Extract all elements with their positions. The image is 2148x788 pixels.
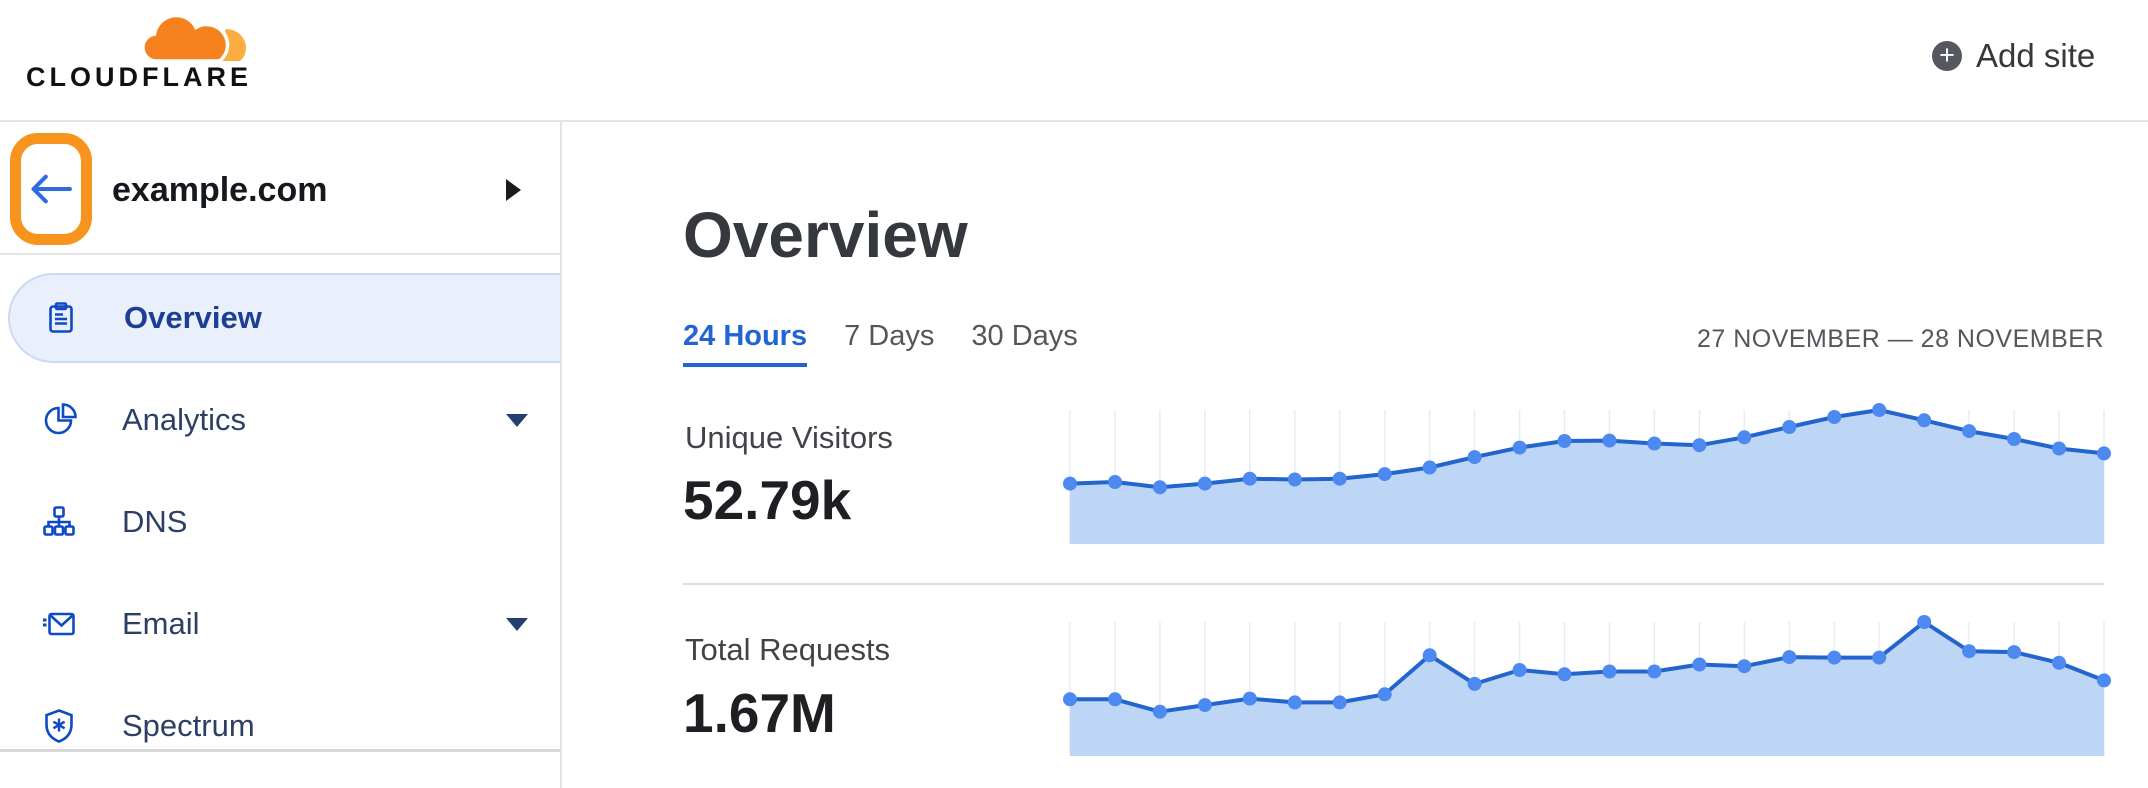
add-site-label: Add site xyxy=(1976,37,2096,74)
total-requests-chart xyxy=(1063,615,2111,756)
tab-30-days[interactable]: 30 Days xyxy=(971,320,1077,363)
unique-visitors-chart xyxy=(1063,403,2111,544)
cloudflare-logo: CLOUDFLARE xyxy=(26,8,260,94)
time-range-tabs: 24 Hours 7 Days 30 Days xyxy=(683,320,1078,367)
cloudflare-wordmark: CLOUDFLARE xyxy=(26,62,252,92)
sidebar-item-overview[interactable]: Overview xyxy=(8,273,560,363)
sidebar-item-email[interactable]: Email xyxy=(0,579,560,669)
top-bar: CLOUDFLARE + Add site xyxy=(0,0,2148,122)
site-header: example.com xyxy=(0,122,560,255)
sidebar-item-label: DNS xyxy=(122,504,188,539)
page-title: Overview xyxy=(683,199,968,271)
main-content: Overview 24 Hours 7 Days 30 Days 27 NOVE… xyxy=(562,122,2148,788)
date-range-label: 27 NOVEMBER — 28 NOVEMBER xyxy=(1696,325,2104,353)
shield-spectrum-icon xyxy=(45,709,73,743)
sidebar-item-spectrum[interactable]: Spectrum xyxy=(0,681,560,771)
dns-tree-icon xyxy=(43,506,75,536)
sidebar-item-label: Spectrum xyxy=(122,708,255,743)
sidebar-item-label: Overview xyxy=(124,300,262,335)
sidebar-item-dns[interactable]: DNS xyxy=(0,477,560,567)
unique-visitors-value: 52.79k xyxy=(683,469,852,531)
total-requests-value: 1.67M xyxy=(683,682,836,744)
chevron-down-icon[interactable] xyxy=(506,617,528,631)
sidebar-item-analytics[interactable]: Analytics xyxy=(0,375,560,465)
sidebar-item-label: Analytics xyxy=(122,402,247,437)
site-name: example.com xyxy=(112,171,328,209)
unique-visitors-label: Unique Visitors xyxy=(685,420,893,455)
section-divider xyxy=(683,583,2104,585)
sidebar: example.com Overview Analytics xyxy=(0,122,562,788)
annotation-highlight-box xyxy=(10,133,92,245)
tab-7-days[interactable]: 7 Days xyxy=(844,320,934,363)
chevron-down-icon[interactable] xyxy=(506,413,528,427)
email-icon xyxy=(43,612,75,636)
plus-circle-icon: + xyxy=(1932,41,1962,71)
cloudflare-cloud-icon xyxy=(143,13,246,63)
tab-24-hours[interactable]: 24 Hours xyxy=(683,320,808,367)
arrow-left-icon xyxy=(31,174,72,204)
add-site-button[interactable]: + Add site xyxy=(1926,36,2101,76)
clipboard-icon xyxy=(49,302,73,333)
sidebar-item-label: Email xyxy=(122,606,200,641)
back-button[interactable] xyxy=(28,172,74,206)
sidebar-divider xyxy=(0,749,560,752)
pie-chart-icon xyxy=(44,403,77,435)
chevron-right-icon[interactable] xyxy=(506,179,521,201)
total-requests-label: Total Requests xyxy=(685,632,891,667)
